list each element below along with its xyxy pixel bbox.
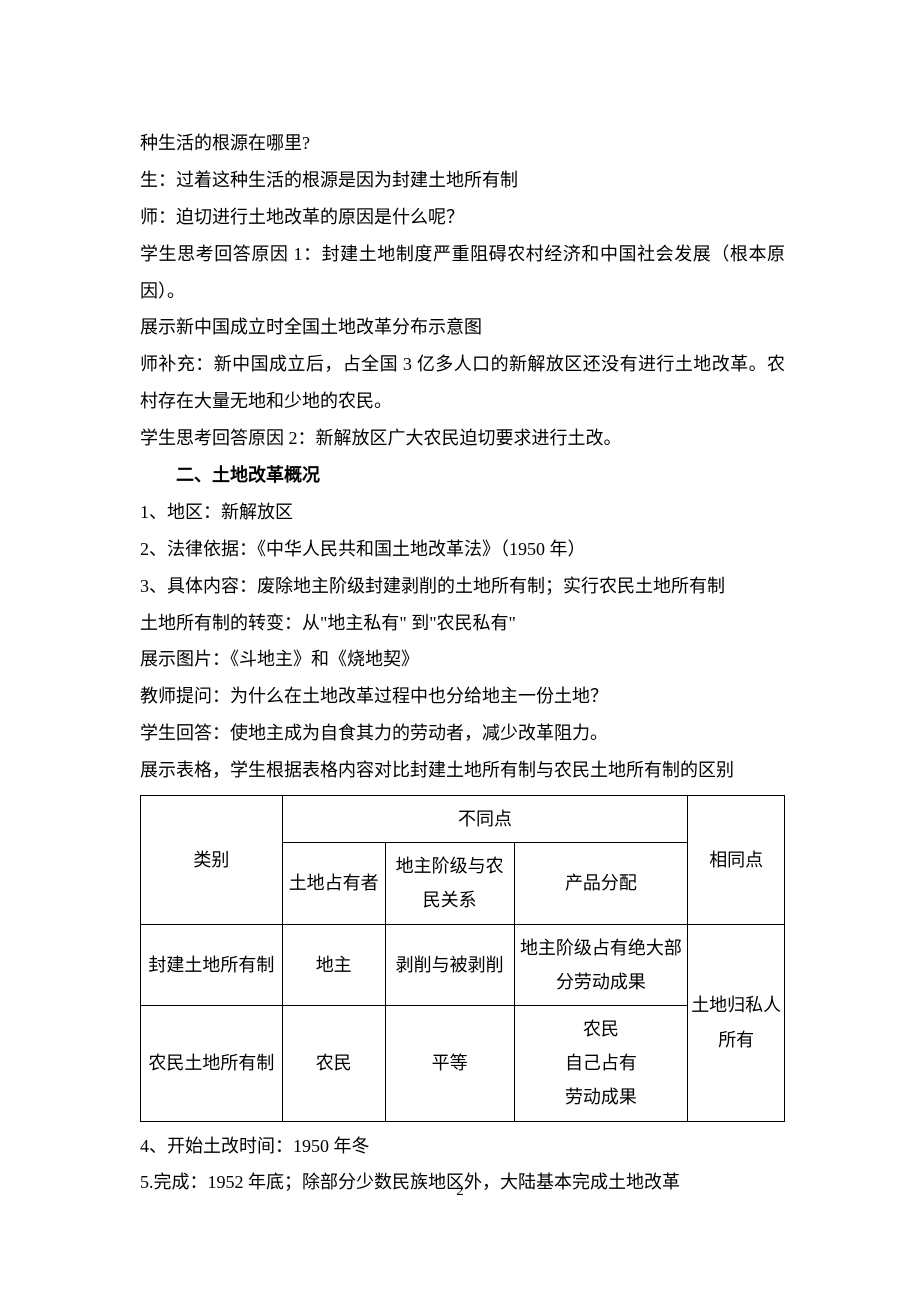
table-header-diff: 不同点 — [282, 796, 688, 843]
table-cell: 农民土地所有制 — [141, 1005, 283, 1121]
table-cell-line: 自己占有 — [517, 1046, 686, 1080]
paragraph: 学生思考回答原因 1：封建土地制度严重阻碍农村经济和中国社会发展（根本原因）。 — [140, 236, 785, 310]
document-page: 种生活的根源在哪里? 生：过着这种生活的根源是因为封建土地所有制 师：迫切进行土… — [0, 0, 920, 1201]
paragraph: 教师提问：为什么在土地改革过程中也分给地主一份土地？ — [140, 678, 785, 715]
paragraph: 展示图片：《斗地主》和《烧地契》 — [140, 641, 785, 678]
paragraph: 生：过着这种生活的根源是因为封建土地所有制 — [140, 162, 785, 199]
paragraph: 师：迫切进行土地改革的原因是什么呢？ — [140, 199, 785, 236]
section-heading: 二、土地改革概况 — [140, 457, 785, 494]
paragraph: 4、开始土改时间：1950 年冬 — [140, 1128, 785, 1165]
table-cell: 地主 — [282, 924, 385, 1005]
table-cell: 地主阶级占有绝大部分劳动成果 — [514, 924, 688, 1005]
paragraph: 种生活的根源在哪里? — [140, 125, 785, 162]
table-cell: 封建土地所有制 — [141, 924, 283, 1005]
paragraph: 展示表格，学生根据表格内容对比封建土地所有制与农民土地所有制的区别 — [140, 752, 785, 789]
table-cell: 剥削与被剥削 — [385, 924, 514, 1005]
table-header-relation: 地主阶级与农民关系 — [385, 843, 514, 924]
table-cell-line: 农民 — [517, 1012, 686, 1046]
table-cell-same: 土地归私人所有 — [688, 924, 785, 1121]
table-header-owner: 土地占有者 — [282, 843, 385, 924]
paragraph: 师补充：新中国成立后，占全国 3 亿多人口的新解放区还没有进行土地改革。农村存在… — [140, 346, 785, 420]
table-cell: 平等 — [385, 1005, 514, 1121]
paragraph: 学生回答：使地主成为自食其力的劳动者，减少改革阻力。 — [140, 715, 785, 752]
table-cell-line: 劳动成果 — [517, 1080, 686, 1114]
paragraph: 2、法律依据：《中华人民共和国土地改革法》（1950 年） — [140, 531, 785, 568]
comparison-table: 类别 不同点 相同点 土地占有者 地主阶级与农民关系 产品分配 封建土地所有制 … — [140, 795, 785, 1122]
table-row: 封建土地所有制 地主 剥削与被剥削 地主阶级占有绝大部分劳动成果 土地归私人所有 — [141, 924, 785, 1005]
paragraph: 土地所有制的转变：从"地主私有" 到"农民私有" — [140, 605, 785, 642]
table-cell: 农民 自己占有 劳动成果 — [514, 1005, 688, 1121]
table-row: 类别 不同点 相同点 — [141, 796, 785, 843]
table-cell: 农民 — [282, 1005, 385, 1121]
table-header-same: 相同点 — [688, 796, 785, 925]
paragraph: 1、地区：新解放区 — [140, 494, 785, 531]
table-header-category: 类别 — [141, 796, 283, 925]
paragraph: 3、具体内容：废除地主阶级封建剥削的土地所有制；实行农民土地所有制 — [140, 568, 785, 605]
page-number: 2 — [0, 1176, 920, 1207]
paragraph: 展示新中国成立时全国土地改革分布示意图 — [140, 309, 785, 346]
paragraph: 学生思考回答原因 2：新解放区广大农民迫切要求进行土改。 — [140, 420, 785, 457]
table-header-distribution: 产品分配 — [514, 843, 688, 924]
